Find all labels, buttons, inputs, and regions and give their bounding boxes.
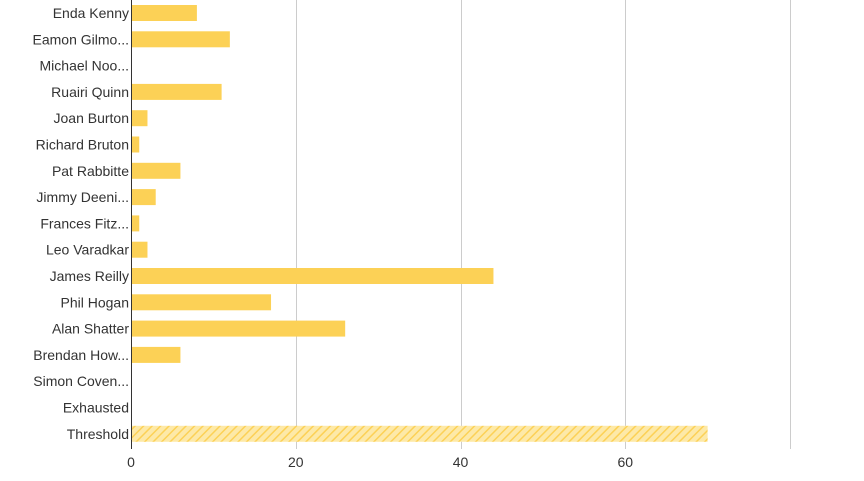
category-label: Michael Noo... (40, 58, 129, 74)
x-tick-label: 40 (453, 454, 469, 470)
bar (132, 5, 197, 21)
bar (132, 110, 148, 127)
bar (132, 189, 156, 206)
x-axis-ticks: 0 20 40 60 (127, 454, 633, 470)
bars (132, 5, 708, 442)
category-label: Jimmy Deeni... (36, 189, 129, 205)
bar (132, 215, 140, 232)
category-label: Exhausted (63, 400, 129, 416)
bar (132, 241, 148, 258)
category-label: Leo Varadkar (46, 242, 129, 258)
x-tick-label: 20 (288, 454, 304, 470)
bar (132, 320, 346, 337)
category-label: Phil Hogan (61, 294, 130, 310)
category-label: Eamon Gilmo... (33, 31, 129, 47)
bar (132, 162, 181, 179)
gridlines (296, 0, 791, 449)
category-label: Richard Bruton (36, 137, 129, 153)
category-label: James Reilly (50, 268, 129, 284)
bar (132, 346, 181, 363)
category-label: Simon Coven... (33, 373, 129, 389)
bar-threshold (132, 425, 708, 442)
bar (132, 294, 272, 311)
bar (132, 83, 222, 100)
category-label: Threshold (67, 426, 129, 442)
category-label: Joan Burton (54, 110, 130, 126)
category-label: Alan Shatter (52, 321, 129, 337)
x-tick-label: 60 (617, 454, 633, 470)
bar (132, 268, 494, 284)
category-labels: Enda Kenny Eamon Gilmo... Michael Noo... Ru… (33, 5, 130, 442)
category-label: Frances Fitz... (40, 215, 129, 231)
category-label: Brendan How... (33, 347, 129, 363)
category-label: Pat Rabbitte (52, 163, 129, 179)
category-label: Ruairi Quinn (51, 84, 129, 100)
category-label: Enda Kenny (53, 5, 129, 21)
x-tick-label: 0 (127, 454, 135, 470)
bar (132, 136, 140, 153)
bar (132, 31, 230, 48)
